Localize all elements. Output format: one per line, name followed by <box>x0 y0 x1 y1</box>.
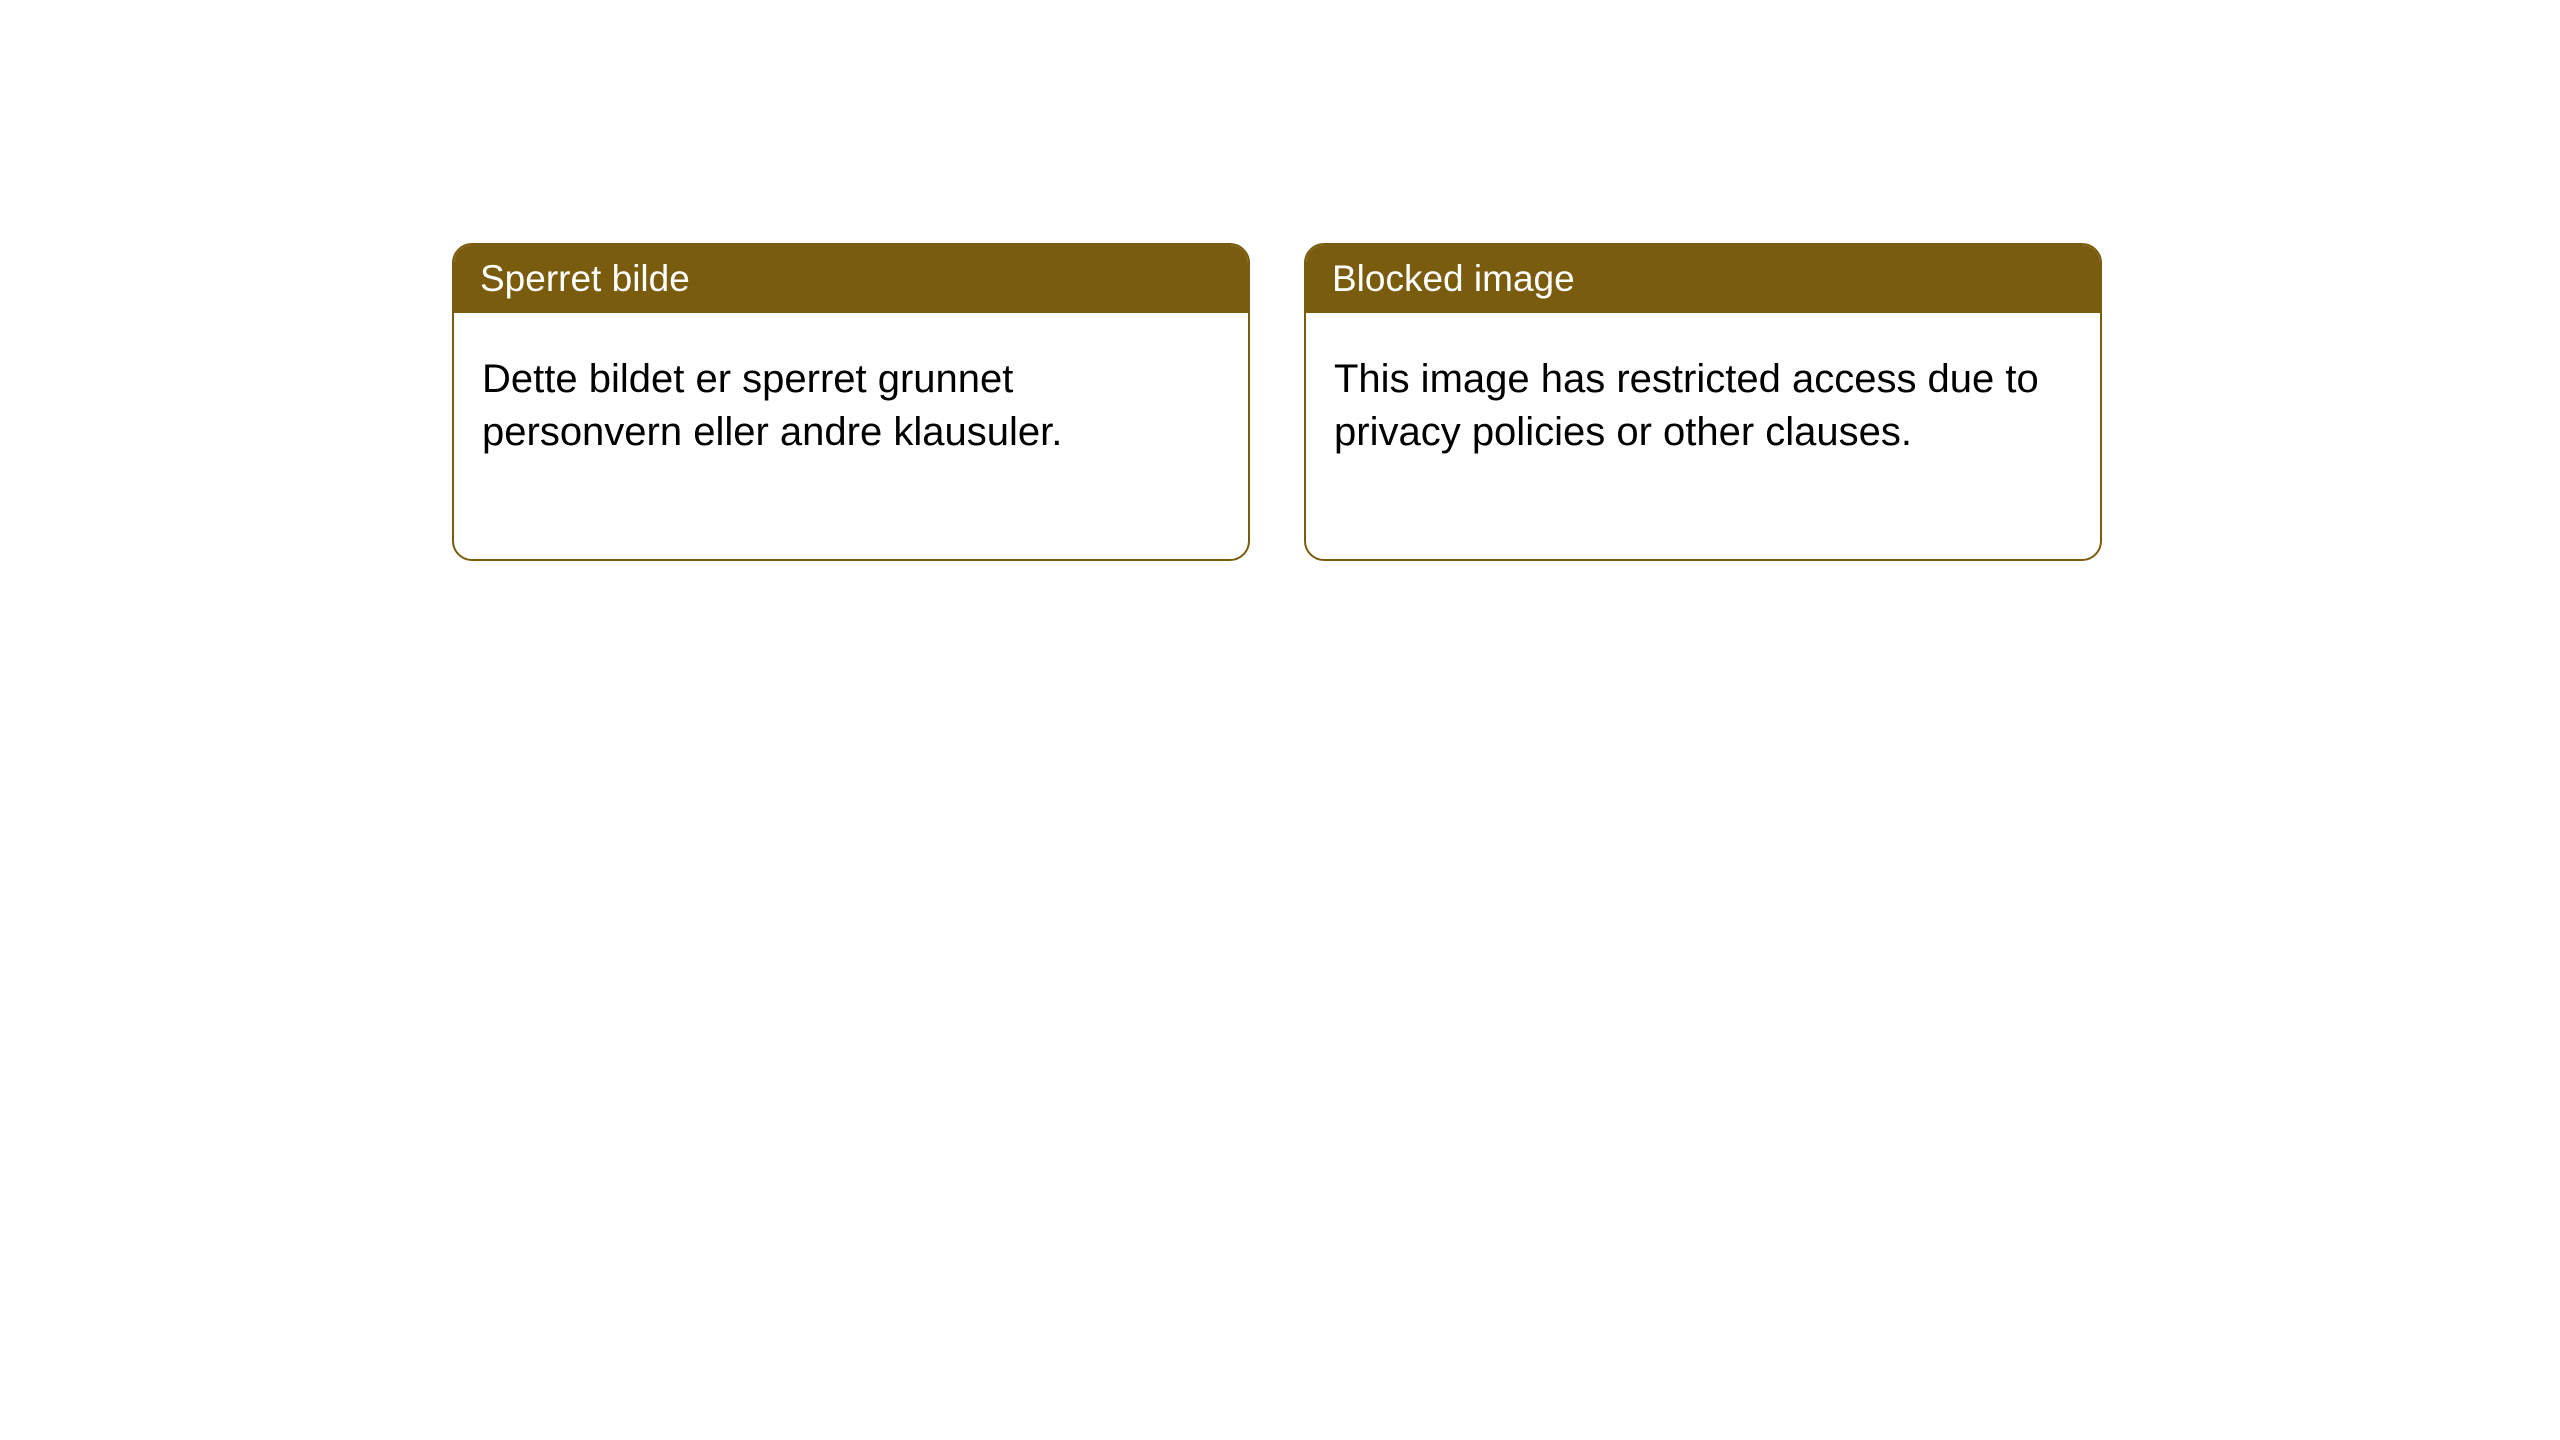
card-body-en: This image has restricted access due to … <box>1306 313 2100 559</box>
cards-row: Sperret bilde Dette bildet er sperret gr… <box>0 0 2560 561</box>
card-title-no: Sperret bilde <box>454 245 1248 313</box>
card-title-en: Blocked image <box>1306 245 2100 313</box>
card-body-no: Dette bildet er sperret grunnet personve… <box>454 313 1248 559</box>
blocked-image-card-no: Sperret bilde Dette bildet er sperret gr… <box>452 243 1250 561</box>
blocked-image-card-en: Blocked image This image has restricted … <box>1304 243 2102 561</box>
